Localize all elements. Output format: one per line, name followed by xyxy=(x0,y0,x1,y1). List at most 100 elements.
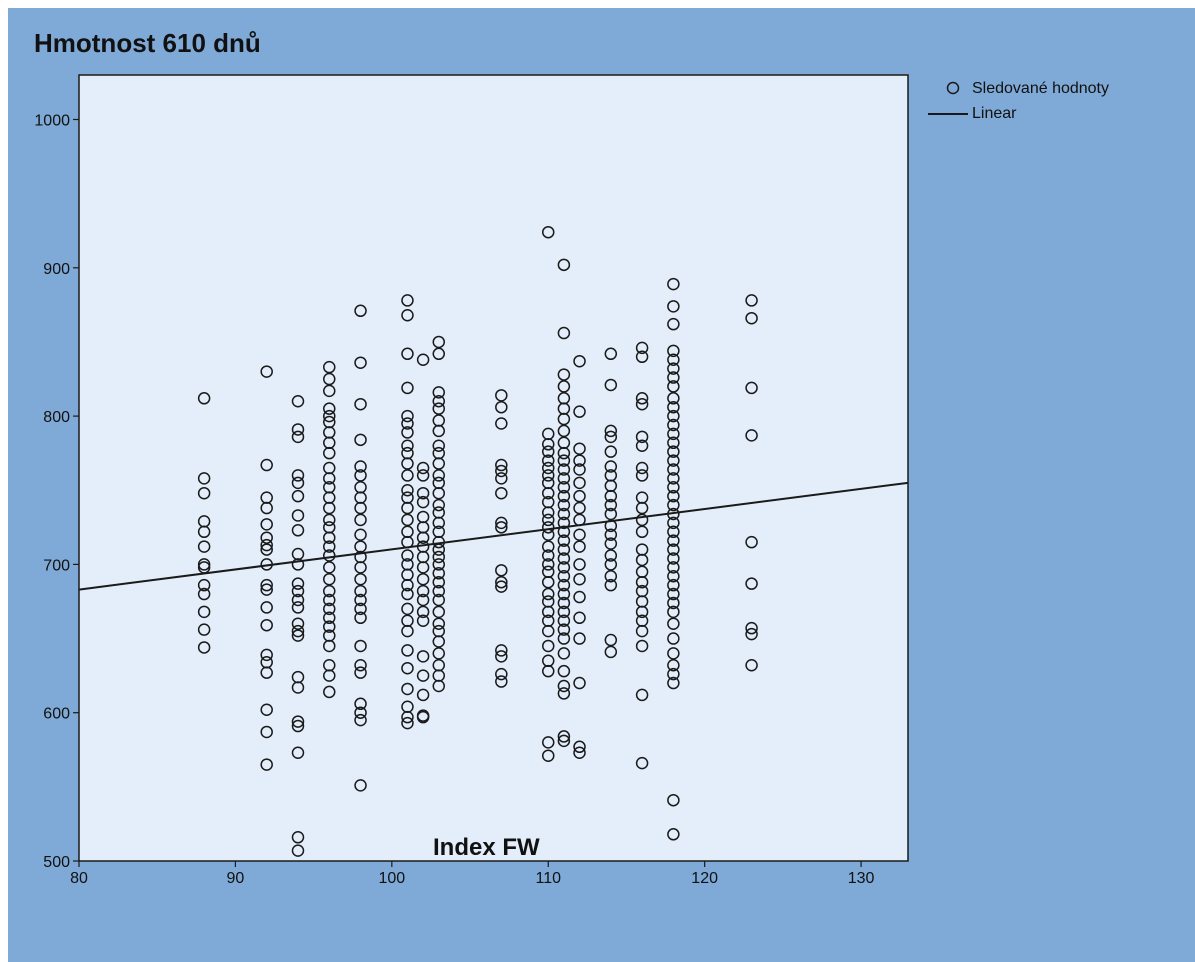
data-point xyxy=(635,624,649,638)
x-tick-label: 130 xyxy=(848,870,875,887)
data-point xyxy=(432,516,446,530)
data-point xyxy=(291,746,305,759)
data-point xyxy=(557,463,571,476)
data-point xyxy=(635,501,649,515)
data-point xyxy=(291,509,305,522)
data-point xyxy=(401,682,414,696)
data-point xyxy=(667,525,680,539)
data-point xyxy=(557,647,571,660)
data-point xyxy=(635,605,649,619)
data-point xyxy=(541,454,555,467)
data-point xyxy=(416,572,430,586)
data-point xyxy=(557,454,571,467)
data-point xyxy=(416,650,430,663)
x-tick-label: 120 xyxy=(691,870,718,887)
data-point xyxy=(291,681,305,694)
data-point xyxy=(667,647,680,660)
data-point xyxy=(745,429,758,442)
data-point xyxy=(401,409,414,423)
data-point xyxy=(667,596,680,610)
data-point xyxy=(260,538,273,552)
x-tick-label: 80 xyxy=(70,870,88,887)
data-point xyxy=(495,389,508,402)
x-tick-label: 110 xyxy=(535,870,561,887)
data-point xyxy=(667,605,680,619)
data-point xyxy=(323,446,336,460)
data-point xyxy=(260,618,273,632)
data-point xyxy=(573,540,586,553)
data-point xyxy=(557,507,571,521)
data-point xyxy=(635,439,649,453)
data-point xyxy=(745,381,758,395)
y-tick-label: 800 xyxy=(43,409,70,426)
data-point xyxy=(573,632,586,645)
data-point xyxy=(401,426,414,439)
data-point xyxy=(260,725,273,739)
data-point xyxy=(432,395,446,408)
data-point xyxy=(354,501,367,515)
data-point xyxy=(197,472,211,485)
data-point xyxy=(541,513,555,527)
data-point xyxy=(432,402,446,415)
data-point xyxy=(495,458,508,472)
data-point xyxy=(573,442,586,455)
data-point xyxy=(260,703,273,716)
data-point xyxy=(401,716,414,730)
data-point xyxy=(541,639,555,653)
data-point xyxy=(635,575,649,589)
data-point xyxy=(291,844,305,857)
data-point xyxy=(604,645,618,659)
data-point xyxy=(291,593,305,607)
data-point xyxy=(291,558,305,571)
data-point xyxy=(401,347,414,361)
data-point xyxy=(573,405,586,418)
data-point xyxy=(401,381,414,395)
data-point xyxy=(667,578,680,592)
data-point xyxy=(432,386,446,399)
data-point xyxy=(416,710,430,724)
data-point xyxy=(541,749,555,762)
x-axis-label: Index FW xyxy=(433,834,540,861)
data-point xyxy=(197,578,211,592)
data-point xyxy=(495,472,508,485)
data-point xyxy=(197,587,211,601)
data-point xyxy=(604,507,618,521)
data-point xyxy=(635,392,649,405)
data-point xyxy=(557,516,571,530)
data-point xyxy=(260,458,273,472)
data-point xyxy=(667,418,680,432)
x-tick-label: 100 xyxy=(378,870,405,887)
data-point xyxy=(667,617,680,630)
data-point xyxy=(541,549,555,562)
data-point xyxy=(667,409,680,423)
data-point xyxy=(401,513,414,527)
data-point xyxy=(432,635,446,648)
data-point xyxy=(557,368,571,381)
data-point xyxy=(323,611,336,625)
data-point xyxy=(667,436,680,450)
data-point xyxy=(541,445,555,458)
data-point xyxy=(401,587,414,601)
data-point xyxy=(354,639,367,653)
data-point xyxy=(323,472,336,485)
linear-fit xyxy=(78,481,909,591)
data-point xyxy=(557,258,571,272)
data-point xyxy=(323,531,336,544)
data-point xyxy=(354,593,367,607)
data-point xyxy=(323,501,336,515)
data-point xyxy=(260,543,273,556)
data-point xyxy=(354,528,367,541)
data-point xyxy=(416,605,430,619)
data-point xyxy=(667,392,680,405)
data-point xyxy=(557,605,571,619)
data-point xyxy=(573,572,586,586)
data-point xyxy=(416,593,430,607)
data-point xyxy=(635,341,649,355)
data-point xyxy=(604,347,618,361)
data-point xyxy=(432,617,446,630)
data-point xyxy=(667,344,680,358)
data-point xyxy=(557,489,571,503)
data-point xyxy=(416,669,430,682)
data-point xyxy=(432,679,446,693)
